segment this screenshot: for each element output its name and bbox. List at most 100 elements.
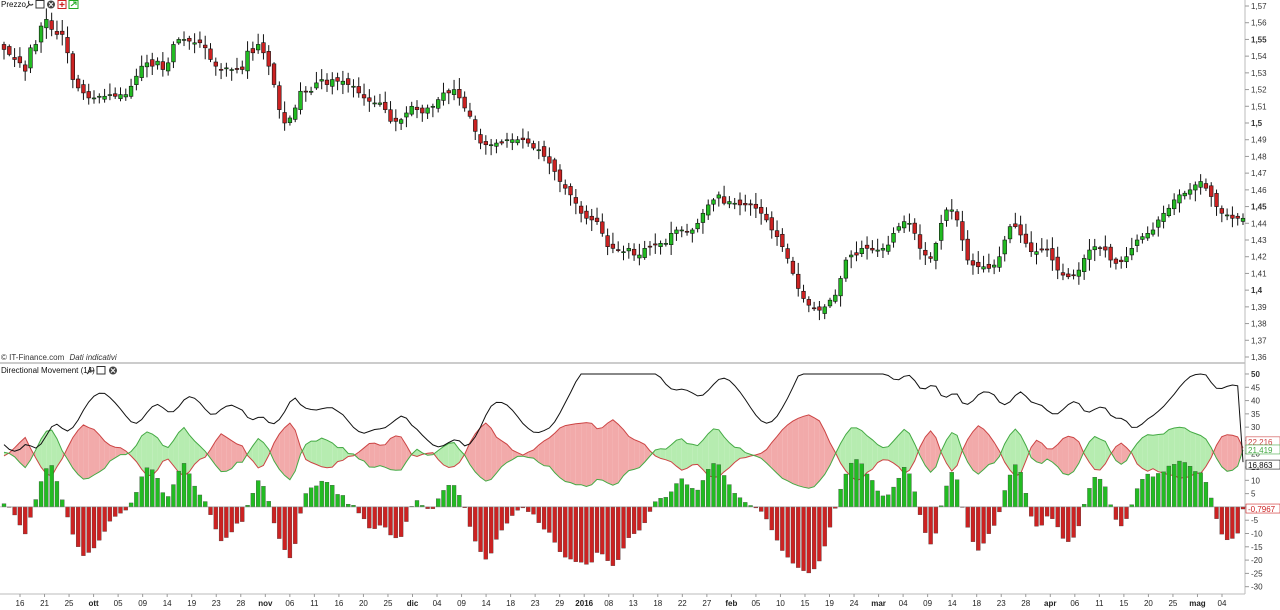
histogram-bar	[801, 506, 806, 571]
candle-body	[822, 306, 827, 314]
window-icon[interactable]	[96, 366, 106, 375]
histogram-bar	[1172, 464, 1177, 508]
x-tick-label: 27	[702, 599, 711, 608]
dm-fill-segment	[893, 434, 899, 467]
histogram-bar	[1103, 486, 1108, 508]
candle-body	[38, 25, 44, 43]
histogram-bar	[663, 497, 668, 508]
dm-fill-segment	[321, 438, 327, 468]
x-tick-label: mar	[871, 599, 886, 608]
candle-body	[933, 243, 939, 261]
candle-body	[811, 307, 817, 310]
histogram-bar	[679, 478, 684, 508]
dm-fill-segment	[485, 422, 492, 482]
candle-body	[838, 278, 843, 297]
histogram-bar	[880, 495, 886, 508]
candle-body	[383, 101, 388, 110]
dm-fill-segment	[755, 453, 762, 459]
dm-fill-segment	[628, 436, 635, 471]
candle-body	[743, 203, 748, 206]
histogram-bar	[218, 506, 224, 542]
candle-body	[637, 254, 642, 259]
dm-fill-segment	[687, 443, 693, 469]
dm-fill-segment	[888, 441, 894, 464]
dm-tick-label: 30	[1251, 423, 1260, 432]
candle-body	[171, 44, 176, 63]
dm-fill-segment	[1147, 434, 1153, 472]
candle-body	[1023, 233, 1029, 244]
histogram-bar	[346, 503, 351, 508]
candle-body	[139, 65, 144, 78]
dm-fill-segment	[19, 437, 26, 468]
histogram-bar	[60, 499, 65, 508]
candle-body	[404, 112, 409, 118]
candle-body	[483, 141, 488, 146]
x-tick-label: 08	[604, 599, 613, 608]
price-tick-label: 1,54	[1251, 52, 1267, 61]
histogram-bar	[1002, 490, 1007, 508]
dm-fill-segment	[401, 436, 407, 470]
candle-body	[870, 247, 875, 251]
histogram-bar	[1076, 506, 1081, 527]
price-tick-label: 1,36	[1251, 353, 1267, 362]
histogram-bar	[75, 506, 81, 547]
dm-fill-segment	[168, 440, 174, 466]
histogram-bar	[1013, 464, 1018, 508]
x-tick-label: 25	[65, 599, 74, 608]
histogram-bar	[986, 506, 991, 534]
candle-body	[197, 39, 203, 44]
histogram-bar	[197, 494, 203, 508]
dm-fill-segment	[835, 443, 841, 464]
dm-fill-segment	[544, 437, 550, 467]
histogram-bar	[1161, 471, 1166, 508]
histogram-bar	[621, 506, 626, 549]
dm-fill-segment	[326, 440, 333, 468]
histogram-bar	[118, 506, 123, 514]
close-icon[interactable]	[109, 366, 117, 375]
add-icon[interactable]	[57, 0, 67, 9]
dm-fill-segment	[221, 433, 227, 472]
candle-body	[44, 19, 49, 29]
dm-fill-segment	[157, 437, 163, 470]
candle-body	[849, 254, 854, 258]
candle-body	[1108, 246, 1113, 261]
candle-body	[732, 202, 737, 205]
dm-fill-segment	[83, 424, 89, 480]
dm-tick-label: -20	[1251, 556, 1263, 565]
x-tick-label: 14	[482, 599, 491, 608]
dm-fill-segment	[1089, 436, 1095, 470]
candle-body	[1140, 236, 1145, 240]
dm-fill-segment	[284, 423, 290, 480]
dm-fill-segment	[697, 440, 703, 470]
candle-body	[960, 221, 965, 241]
price-tick-label: 1,55	[1251, 35, 1267, 44]
histogram-bar	[1134, 488, 1140, 508]
export-icon[interactable]	[68, 0, 79, 9]
x-tick-label: 19	[187, 599, 196, 608]
close-icon[interactable]	[47, 0, 55, 9]
histogram-bar	[1092, 477, 1097, 508]
dm-fill-segment	[962, 439, 968, 463]
histogram-bar	[584, 506, 589, 565]
histogram-bar	[398, 506, 404, 537]
dm-fill-segment	[777, 429, 783, 479]
window-icon[interactable]	[35, 0, 45, 9]
dm-value-label: -0,7967	[1245, 503, 1280, 514]
dm-fill-segment	[602, 423, 608, 483]
dm-fill-segment	[1004, 434, 1011, 471]
dm-fill-segment	[660, 448, 666, 460]
dm-fill-segment	[623, 429, 629, 476]
histogram-bar	[1219, 506, 1224, 535]
candle-body	[1240, 217, 1246, 222]
histogram-bar	[28, 506, 33, 518]
candle-body	[949, 209, 954, 212]
wrench-icon[interactable]	[25, 0, 34, 9]
x-tick-label: 13	[629, 599, 638, 608]
dm-fill-area	[4, 414, 1243, 489]
price-tick-label: 1,5	[1251, 119, 1263, 128]
histogram-bar	[1, 503, 7, 508]
histogram-bar	[579, 506, 584, 563]
histogram-bar	[843, 473, 849, 508]
dm-fill-segment	[586, 422, 592, 487]
wrench-icon[interactable]	[86, 366, 95, 375]
